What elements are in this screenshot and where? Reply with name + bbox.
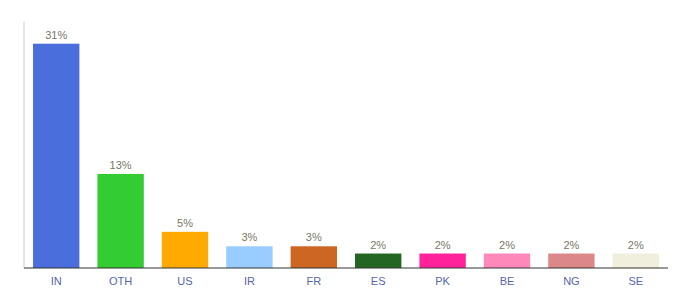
- bar: [548, 254, 594, 268]
- bars: [33, 44, 659, 268]
- bar: [97, 174, 143, 268]
- data-label: 3%: [306, 231, 322, 243]
- data-label: 13%: [110, 159, 132, 171]
- x-tick-label: SE: [628, 275, 643, 287]
- data-label: 2%: [563, 239, 579, 251]
- bar: [291, 246, 337, 268]
- bar: [419, 254, 465, 268]
- chart-container: 31% 13% 5% 3% 3% 2% 2% 2% 2% 2% IN OTH US IR FR ES PK BE N…: [0, 0, 680, 300]
- data-label: 2%: [370, 239, 386, 251]
- x-tick-label: PK: [435, 275, 450, 287]
- x-tick-label: US: [177, 275, 192, 287]
- y-axis-line: [24, 22, 25, 268]
- x-tick-label: NG: [563, 275, 580, 287]
- data-label: 31%: [45, 29, 67, 41]
- bar: [162, 232, 208, 268]
- data-label: 3%: [241, 231, 257, 243]
- data-label: 2%: [628, 239, 644, 251]
- bar: [226, 246, 272, 268]
- data-label: 2%: [435, 239, 451, 251]
- bar: [355, 254, 401, 268]
- x-tick-label: IR: [244, 275, 255, 287]
- bar: [613, 254, 659, 268]
- x-tick-label: FR: [306, 275, 321, 287]
- x-tick-label: IN: [51, 275, 62, 287]
- x-tick-label: OTH: [109, 275, 132, 287]
- x-tick-label: ES: [371, 275, 386, 287]
- chart: 31% 13% 5% 3% 3% 2% 2% 2% 2% 2% IN OTH US IR FR ES PK BE N…: [0, 0, 680, 300]
- x-axis-line: [24, 267, 668, 268]
- bar: [33, 44, 79, 268]
- data-label: 2%: [499, 239, 515, 251]
- bar: [484, 254, 530, 268]
- x-tick-label: BE: [500, 275, 515, 287]
- data-label: 5%: [177, 217, 193, 229]
